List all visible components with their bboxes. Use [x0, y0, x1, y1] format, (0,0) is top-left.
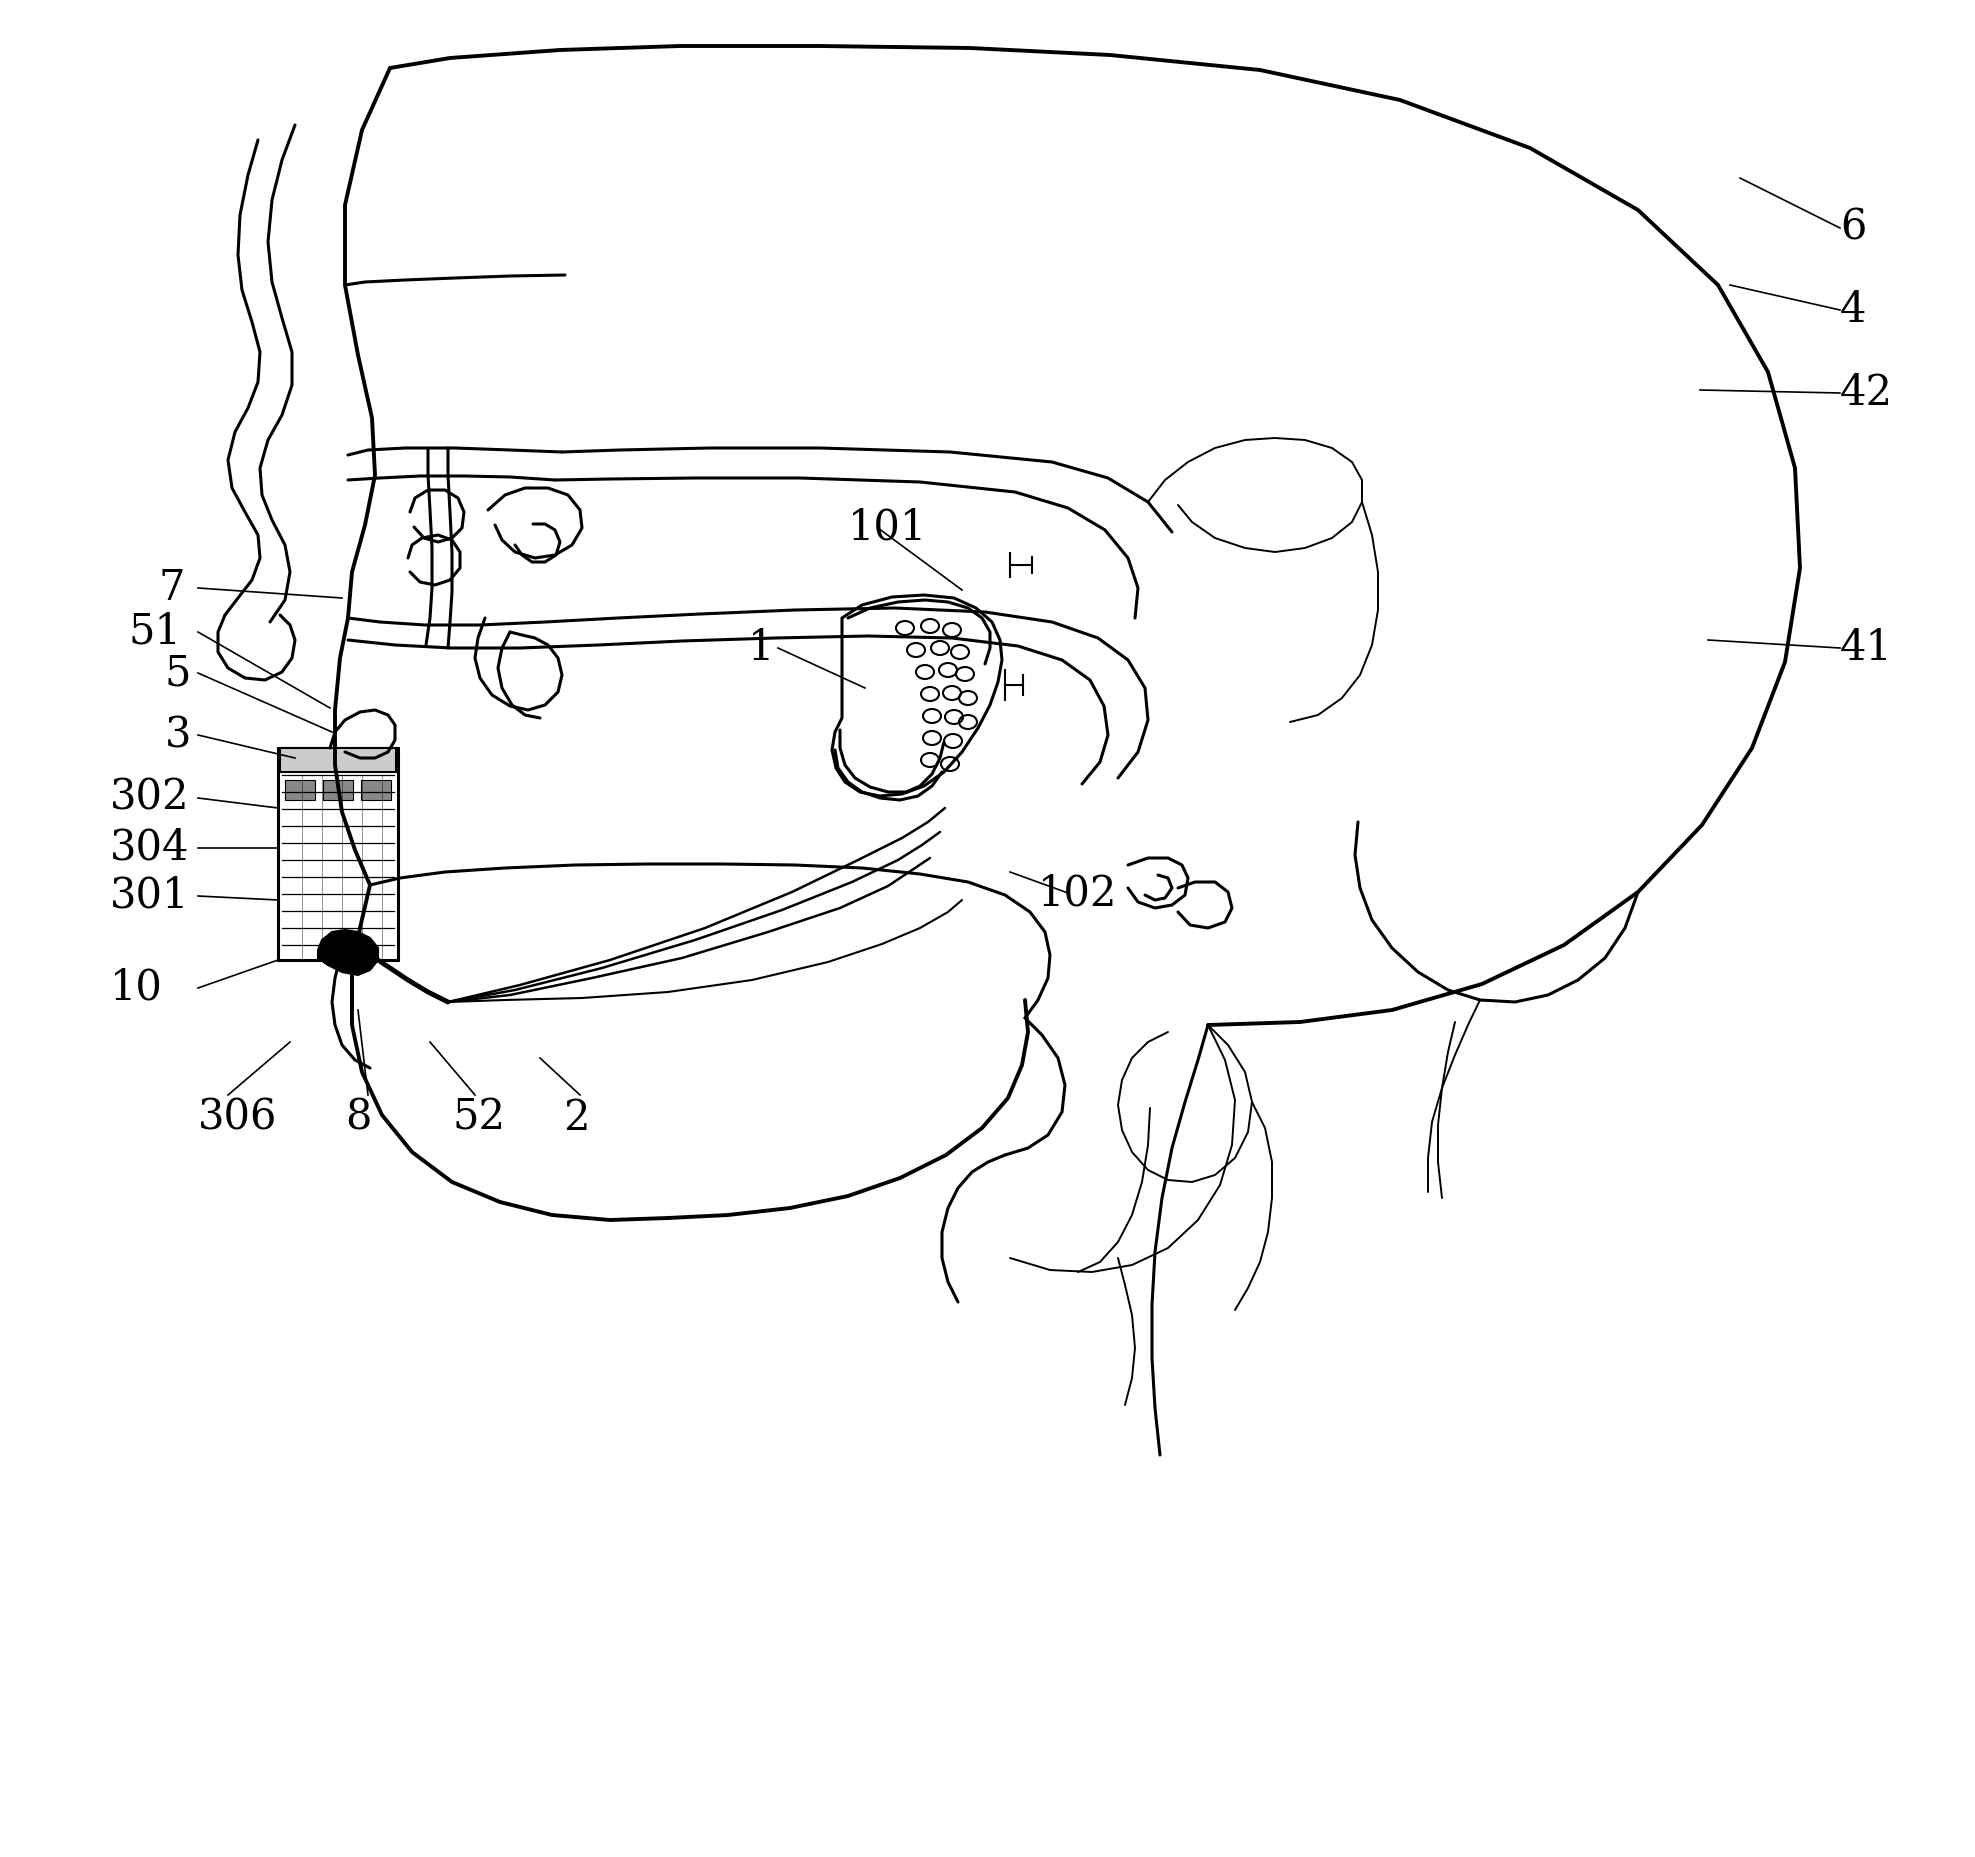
Text: 41: 41 [1841, 628, 1892, 669]
Polygon shape [280, 748, 397, 773]
Polygon shape [284, 780, 314, 800]
Polygon shape [318, 930, 377, 975]
Polygon shape [361, 780, 391, 800]
Text: 1: 1 [749, 628, 774, 669]
Text: 101: 101 [847, 507, 926, 550]
Polygon shape [831, 594, 1001, 797]
Polygon shape [278, 748, 399, 960]
Text: 2: 2 [563, 1097, 591, 1138]
Polygon shape [324, 780, 354, 800]
Text: 301: 301 [111, 875, 190, 917]
Text: 7: 7 [158, 566, 184, 609]
Text: 5: 5 [166, 652, 192, 695]
Text: 306: 306 [198, 1097, 276, 1138]
Text: 8: 8 [346, 1097, 371, 1138]
Text: 302: 302 [111, 776, 190, 819]
Text: 3: 3 [166, 713, 192, 756]
Text: 52: 52 [452, 1097, 506, 1138]
Text: 6: 6 [1841, 206, 1866, 249]
Text: 10: 10 [111, 967, 162, 1008]
Text: 51: 51 [128, 611, 182, 654]
Text: 102: 102 [1039, 873, 1118, 914]
Text: 42: 42 [1841, 371, 1894, 414]
Text: 4: 4 [1841, 290, 1866, 331]
Text: 304: 304 [111, 826, 190, 869]
